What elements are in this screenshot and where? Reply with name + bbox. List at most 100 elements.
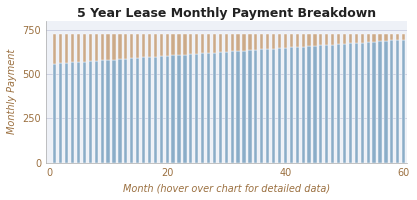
Bar	[290, 34, 293, 47]
Bar	[59, 34, 63, 63]
Bar	[284, 34, 287, 48]
Bar	[307, 34, 311, 46]
Bar	[355, 43, 358, 163]
Bar	[166, 56, 169, 163]
Bar	[106, 34, 110, 60]
Bar	[272, 49, 275, 163]
Bar	[296, 34, 299, 47]
Bar	[266, 34, 269, 49]
Bar	[236, 34, 240, 51]
Bar	[100, 60, 104, 163]
Bar	[112, 34, 116, 60]
Bar	[195, 54, 198, 163]
Bar	[154, 57, 157, 163]
Bar	[343, 44, 346, 163]
Bar	[231, 34, 234, 51]
Bar	[242, 51, 246, 163]
Bar	[183, 55, 186, 163]
Bar	[100, 34, 104, 60]
Bar	[166, 34, 169, 56]
Bar	[53, 64, 56, 163]
Bar	[213, 53, 216, 163]
Bar	[254, 50, 257, 163]
Bar	[384, 34, 387, 41]
Bar	[313, 34, 317, 46]
Bar	[189, 54, 192, 163]
Bar	[225, 34, 228, 52]
Bar	[378, 34, 382, 41]
Bar	[367, 42, 370, 163]
Bar	[343, 34, 346, 44]
Bar	[77, 34, 80, 62]
Bar	[136, 34, 139, 58]
Bar	[319, 34, 322, 45]
X-axis label: Month (hover over chart for detailed data): Month (hover over chart for detailed dat…	[123, 183, 330, 193]
Bar	[219, 52, 222, 163]
Bar	[65, 63, 68, 163]
Bar	[231, 51, 234, 163]
Bar	[59, 63, 63, 163]
Bar	[337, 44, 340, 163]
Bar	[177, 55, 181, 163]
Bar	[154, 34, 157, 57]
Bar	[142, 57, 145, 163]
Bar	[349, 34, 352, 43]
Bar	[89, 61, 92, 163]
Bar	[195, 34, 198, 54]
Bar	[248, 50, 251, 163]
Bar	[396, 40, 399, 163]
Bar	[207, 34, 210, 53]
Bar	[313, 46, 317, 163]
Y-axis label: Monthly Payment: Monthly Payment	[7, 49, 17, 134]
Bar	[325, 45, 329, 163]
Bar	[83, 62, 86, 163]
Bar	[118, 59, 121, 163]
Bar	[372, 42, 376, 163]
Bar	[284, 48, 287, 163]
Bar	[337, 34, 340, 44]
Bar	[307, 46, 311, 163]
Bar	[301, 34, 305, 47]
Bar	[372, 34, 376, 42]
Bar	[142, 34, 145, 57]
Bar	[130, 58, 133, 163]
Bar	[160, 34, 163, 56]
Bar	[319, 45, 322, 163]
Bar	[242, 34, 246, 51]
Bar	[225, 52, 228, 163]
Bar	[118, 34, 121, 59]
Bar	[95, 61, 98, 163]
Bar	[207, 53, 210, 163]
Bar	[189, 34, 192, 54]
Bar	[278, 34, 281, 48]
Bar	[278, 48, 281, 163]
Bar	[213, 34, 216, 53]
Bar	[349, 43, 352, 163]
Bar	[136, 58, 139, 163]
Bar	[177, 34, 181, 55]
Bar	[183, 34, 186, 55]
Bar	[171, 55, 175, 163]
Bar	[402, 34, 405, 40]
Bar	[124, 34, 128, 59]
Bar	[160, 56, 163, 163]
Bar	[106, 60, 110, 163]
Bar	[384, 41, 387, 163]
Bar	[325, 34, 329, 45]
Bar	[71, 62, 74, 163]
Bar	[290, 47, 293, 163]
Bar	[266, 49, 269, 163]
Bar	[402, 40, 405, 163]
Bar	[331, 45, 334, 163]
Bar	[254, 34, 257, 50]
Bar	[361, 43, 364, 163]
Bar	[390, 40, 393, 163]
Bar	[367, 34, 370, 42]
Bar	[95, 34, 98, 61]
Bar	[331, 34, 334, 45]
Title: 5 Year Lease Monthly Payment Breakdown: 5 Year Lease Monthly Payment Breakdown	[77, 7, 376, 20]
Bar	[260, 34, 264, 49]
Bar	[219, 34, 222, 52]
Bar	[201, 53, 204, 163]
Bar	[378, 41, 382, 163]
